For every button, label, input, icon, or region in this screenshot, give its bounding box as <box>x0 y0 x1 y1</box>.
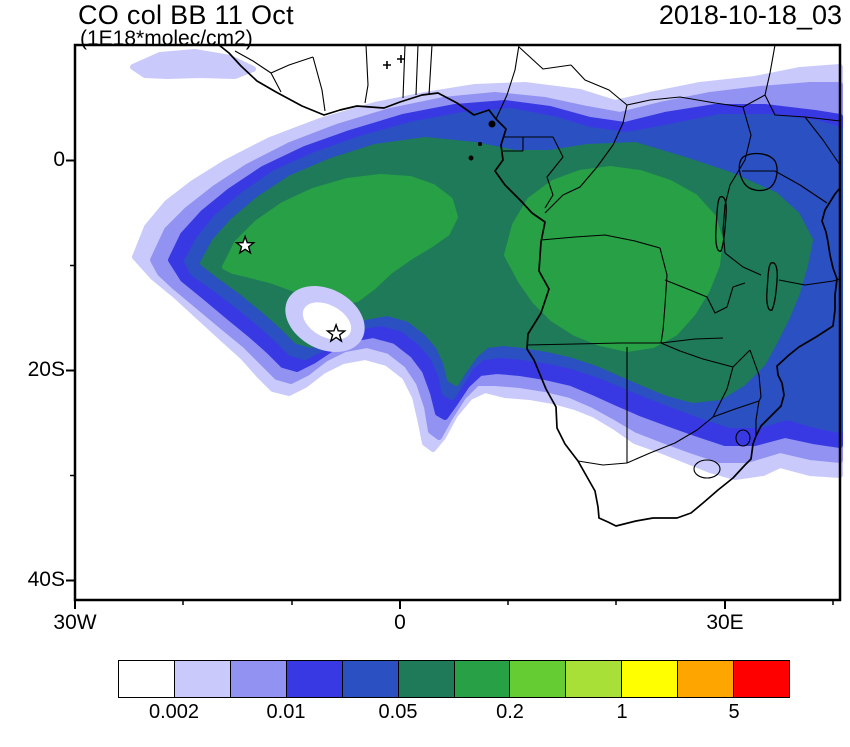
island-bioko <box>488 120 496 128</box>
colorbar-labels: 0.002 0.01 0.05 0.2 1 5 <box>118 701 790 727</box>
colorbar-tick-5: 5 <box>728 701 740 723</box>
star-markers <box>234 234 347 343</box>
x-axis-label-30w: 30W <box>53 611 97 634</box>
border-east-africa <box>724 44 841 286</box>
colorbar-tick-1: 1 <box>616 701 628 723</box>
star-marker <box>325 322 347 343</box>
colorbar-segment <box>677 661 734 697</box>
contour-green-land <box>504 166 723 352</box>
colorbar-segment <box>341 661 398 697</box>
colorbar-segment <box>565 661 622 697</box>
colorbar-segment <box>173 661 230 697</box>
coastline <box>218 44 841 527</box>
border-lesotho <box>693 459 721 479</box>
plot-date: 2018-10-18_03 <box>658 0 842 30</box>
colorbar-tick-02: 0.2 <box>496 701 524 723</box>
colorbar-tick-0002: 0.002 <box>148 701 200 723</box>
border-central-africa <box>503 46 752 254</box>
border-west-africa <box>234 44 520 120</box>
x-axis-label-0: 0 <box>394 611 406 634</box>
contour-lavender-streak <box>130 49 256 79</box>
country-borders <box>234 44 841 479</box>
colorbar-segment <box>509 661 566 697</box>
colorbar-tick-005: 0.05 <box>378 701 418 723</box>
islands <box>468 120 496 161</box>
colorbar-segment <box>119 661 174 697</box>
map-frame <box>73 43 842 602</box>
x-axis-label-30e: 30E <box>706 611 744 634</box>
colorbar-segment <box>621 661 678 697</box>
colorbar-tick-001: 0.01 <box>266 701 306 723</box>
colorbar-swatches <box>118 660 790 698</box>
axis-ticks <box>66 159 834 609</box>
border-angola-zambia <box>526 234 746 346</box>
plus-markers <box>383 55 405 69</box>
map-svg <box>66 43 843 609</box>
island-sao-tome <box>468 155 474 161</box>
y-axis-label-40s: 40S <box>27 568 65 591</box>
lake-tanganyika <box>715 196 727 252</box>
colorbar-segment <box>229 661 286 697</box>
colorbar-segment <box>397 661 454 697</box>
y-axis-label-20s: 20S <box>27 358 65 381</box>
star-marker <box>234 234 256 255</box>
contour-layers <box>130 49 843 480</box>
border-southern-africa <box>577 342 762 466</box>
lakes <box>715 152 778 311</box>
border-swaziland <box>735 429 751 447</box>
map-area <box>66 43 843 609</box>
colorbar-segment <box>733 661 790 697</box>
y-axis-label-0: 0 <box>53 148 65 171</box>
lake-malawi <box>766 262 778 311</box>
colorbar-segment <box>285 661 342 697</box>
plot-title: CO col BB 11 Oct <box>78 0 294 30</box>
island-principe <box>478 142 482 146</box>
lake-victoria <box>738 152 778 192</box>
contour-green-atlantic <box>222 174 458 306</box>
colorbar-segment <box>453 661 510 697</box>
